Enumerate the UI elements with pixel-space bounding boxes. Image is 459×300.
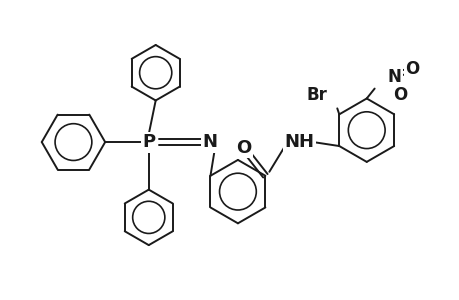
- Text: Br: Br: [305, 85, 326, 103]
- Text: O: O: [392, 85, 407, 103]
- Text: N: N: [202, 133, 217, 151]
- Text: O: O: [235, 139, 251, 157]
- Text: N: N: [386, 68, 401, 86]
- Text: P: P: [142, 133, 155, 151]
- Text: O: O: [404, 60, 419, 78]
- Text: NH: NH: [284, 133, 313, 151]
